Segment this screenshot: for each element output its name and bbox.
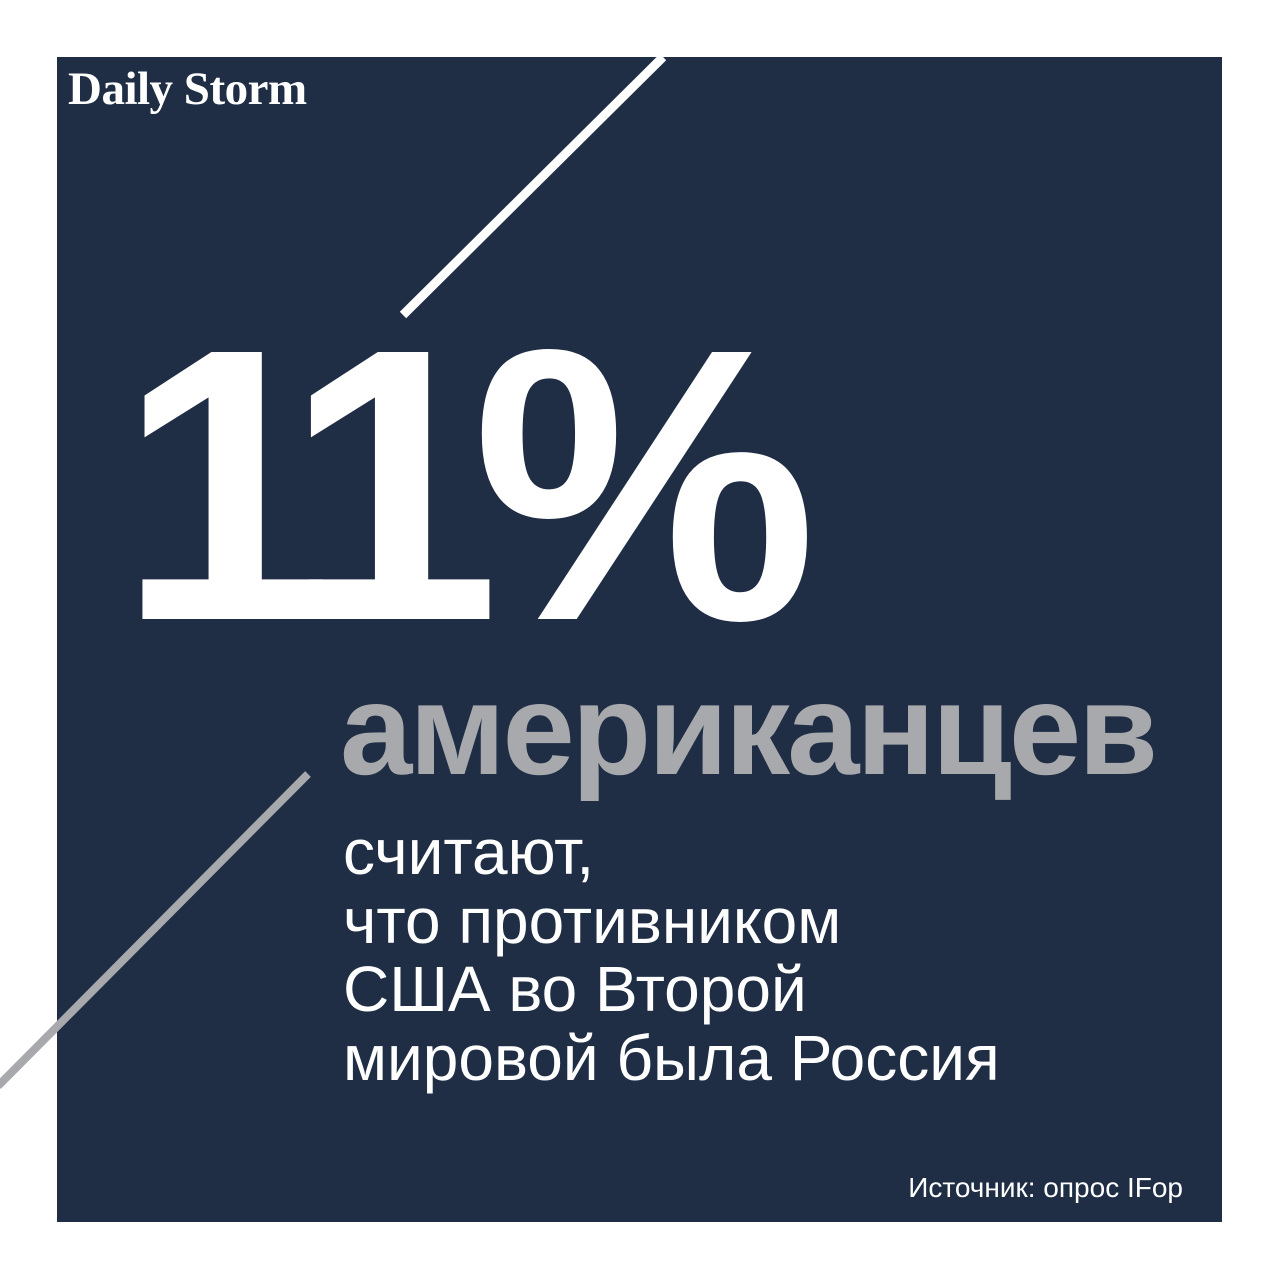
statement-line: считают, (343, 816, 595, 888)
card-panel (57, 57, 1222, 1222)
gray-diagonal-line (0, 771, 311, 1089)
headline-subject: американцев (340, 656, 1158, 802)
white-diagonal-line (399, 53, 667, 319)
statement-line: США во Второй (343, 953, 807, 1025)
statement-line: мировой была Россия (343, 1021, 1000, 1094)
source-caption: Источник: опрос IFop (908, 1172, 1183, 1203)
daily-storm-logo: Daily Storm (68, 63, 307, 115)
headline-percentage: 11% (118, 269, 817, 702)
statement-text: считают, что противником США во Второй м… (343, 818, 1000, 1092)
statement-line: что противником (343, 884, 842, 957)
